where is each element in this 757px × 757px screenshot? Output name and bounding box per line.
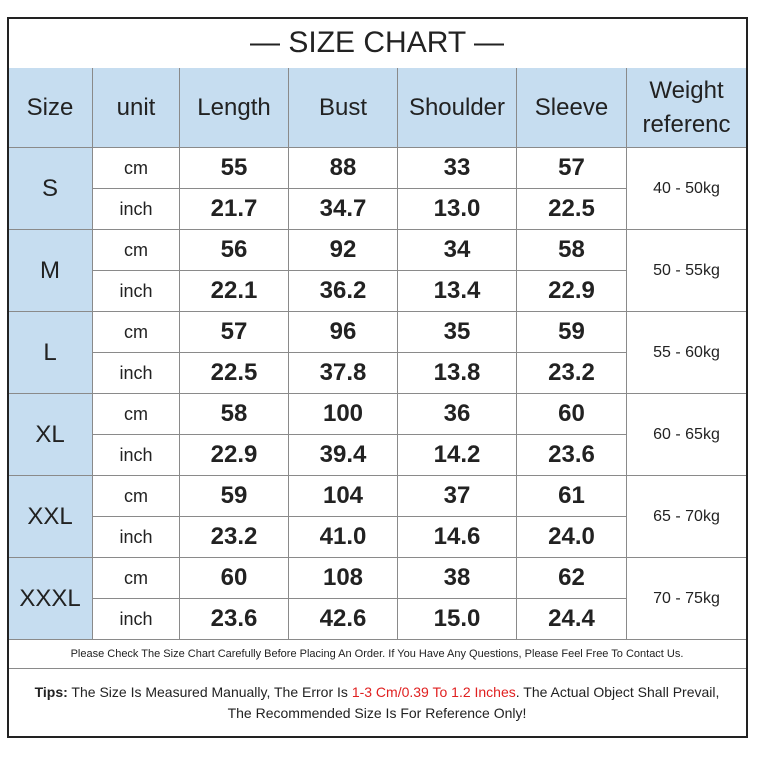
weight-cell: 40 - 50kg — [627, 148, 747, 230]
value-cell: 38 — [398, 558, 517, 599]
value-cell: 14.6 — [398, 517, 517, 558]
value-cell: 61 — [517, 476, 627, 517]
value-cell: 104 — [289, 476, 398, 517]
weight-cell: 55 - 60kg — [627, 312, 747, 394]
unit-cell: inch — [93, 189, 180, 230]
tips-line2: The Recommended Size Is For Reference On… — [227, 705, 527, 721]
unit-cell: cm — [93, 394, 180, 435]
value-cell: 96 — [289, 312, 398, 353]
header-cell: Weight referenc — [627, 68, 747, 148]
value-cell: 88 — [289, 148, 398, 189]
size-cell: XL — [8, 394, 93, 476]
unit-cell: cm — [93, 230, 180, 271]
value-cell: 24.0 — [517, 517, 627, 558]
value-cell: 92 — [289, 230, 398, 271]
header-cell: Sleeve — [517, 68, 627, 148]
value-cell: 13.0 — [398, 189, 517, 230]
value-cell: 39.4 — [289, 435, 398, 476]
tips-label: Tips: — [34, 684, 68, 700]
value-cell: 108 — [289, 558, 398, 599]
value-cell: 23.6 — [517, 435, 627, 476]
value-cell: 24.4 — [517, 599, 627, 640]
value-cell: 22.1 — [180, 271, 289, 312]
value-cell: 57 — [180, 312, 289, 353]
size-cell: XXL — [8, 476, 93, 558]
value-cell: 22.5 — [180, 353, 289, 394]
unit-cell: cm — [93, 312, 180, 353]
tips-highlight: 1-3 Cm/0.39 To 1.2 Inches — [351, 684, 516, 700]
tips-text: The Size Is Measured Manually, The Error… — [67, 684, 352, 700]
header-cell: Bust — [289, 68, 398, 148]
value-cell: 13.8 — [398, 353, 517, 394]
value-cell: 36.2 — [289, 271, 398, 312]
value-cell: 58 — [180, 394, 289, 435]
value-cell: 23.2 — [517, 353, 627, 394]
value-cell: 13.4 — [398, 271, 517, 312]
value-cell: 23.6 — [180, 599, 289, 640]
value-cell: 15.0 — [398, 599, 517, 640]
header-cell: unit — [93, 68, 180, 148]
value-cell: 33 — [398, 148, 517, 189]
value-cell: 23.2 — [180, 517, 289, 558]
unit-cell: cm — [93, 476, 180, 517]
value-cell: 22.9 — [517, 271, 627, 312]
weight-cell: 65 - 70kg — [627, 476, 747, 558]
value-cell: 56 — [180, 230, 289, 271]
note: Please Check The Size Chart Carefully Be… — [8, 639, 747, 669]
weight-cell: 70 - 75kg — [627, 558, 747, 640]
value-cell: 59 — [517, 312, 627, 353]
unit-cell: cm — [93, 558, 180, 599]
value-cell: 21.7 — [180, 189, 289, 230]
value-cell: 36 — [398, 394, 517, 435]
tips-text: . The Actual Object Shall Prevail, — [515, 684, 720, 700]
size-cell: L — [8, 312, 93, 394]
value-cell: 58 — [517, 230, 627, 271]
size-cell: S — [8, 148, 93, 230]
value-cell: 37.8 — [289, 353, 398, 394]
value-cell: 100 — [289, 394, 398, 435]
value-cell: 34 — [398, 230, 517, 271]
size-cell: XXXL — [8, 558, 93, 640]
value-cell: 22.9 — [180, 435, 289, 476]
tips: Tips: The Size Is Measured Manually, The… — [8, 669, 747, 738]
weight-cell: 50 - 55kg — [627, 230, 747, 312]
unit-cell: cm — [93, 148, 180, 189]
value-cell: 57 — [517, 148, 627, 189]
value-cell: 35 — [398, 312, 517, 353]
value-cell: 22.5 — [517, 189, 627, 230]
header-cell: Size — [8, 68, 93, 148]
value-cell: 60 — [180, 558, 289, 599]
size-cell: M — [8, 230, 93, 312]
weight-cell: 60 - 65kg — [627, 394, 747, 476]
value-cell: 62 — [517, 558, 627, 599]
unit-cell: inch — [93, 517, 180, 558]
unit-cell: inch — [93, 271, 180, 312]
header-cell: Length — [180, 68, 289, 148]
value-cell: 34.7 — [289, 189, 398, 230]
value-cell: 37 — [398, 476, 517, 517]
value-cell: 55 — [180, 148, 289, 189]
tips-line: Tips: The Size Is Measured Manually, The… — [35, 682, 720, 703]
unit-cell: inch — [93, 353, 180, 394]
value-cell: 14.2 — [398, 435, 517, 476]
value-cell: 60 — [517, 394, 627, 435]
unit-cell: inch — [93, 599, 180, 640]
value-cell: 42.6 — [289, 599, 398, 640]
header-cell: Shoulder — [398, 68, 517, 148]
value-cell: 59 — [180, 476, 289, 517]
value-cell: 41.0 — [289, 517, 398, 558]
title: — SIZE CHART — — [8, 18, 747, 69]
unit-cell: inch — [93, 435, 180, 476]
